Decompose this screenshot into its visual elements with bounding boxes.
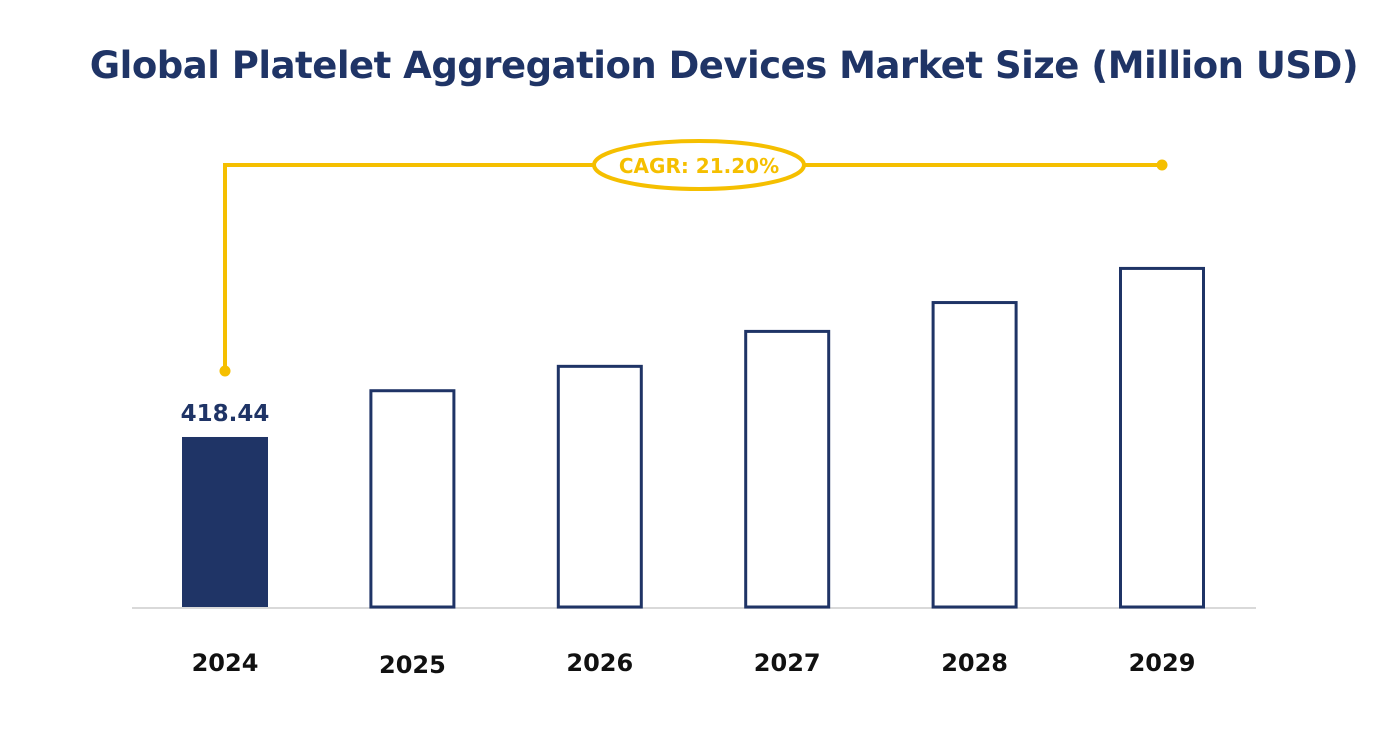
x-tick-label: 2028: [941, 649, 1008, 677]
x-tick-label: 2024: [192, 649, 259, 677]
bar-2024: [182, 436, 268, 607]
data-label: 418.44: [181, 401, 270, 427]
cagr-label: CAGR: 21.20%: [619, 154, 779, 178]
x-tick-label: 2029: [1129, 649, 1196, 677]
cagr-end-dot: [1156, 159, 1168, 171]
bar-2027: [744, 329, 831, 609]
bar-2026: [556, 364, 643, 609]
x-tick-label: 2025: [379, 651, 446, 679]
cagr-badge: [592, 139, 806, 191]
x-tick-label: 2026: [566, 649, 633, 677]
bar-2028: [931, 301, 1018, 609]
bar-2025: [369, 389, 456, 609]
cagr-line: [223, 163, 1162, 371]
bar-2029: [1119, 266, 1205, 609]
chart-title: Global Platelet Aggregation Devices Mark…: [89, 44, 1359, 87]
x-tick-label: 2027: [754, 649, 821, 677]
cagr-start-dot: [219, 365, 231, 377]
